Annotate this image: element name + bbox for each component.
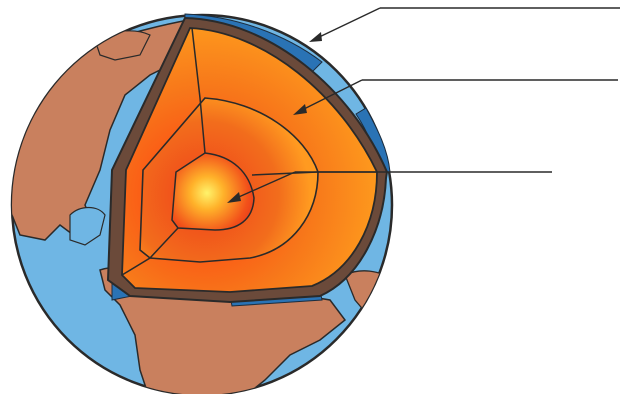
gulf-of-mexico — [69, 206, 106, 246]
callout-arrow-core — [231, 171, 296, 201]
callout-arrow-crust — [312, 7, 381, 41]
layer-inner-core — [171, 152, 255, 231]
seam-bottom-left — [121, 227, 179, 276]
arrowhead-mantle — [293, 104, 307, 115]
seam-top — [191, 27, 206, 154]
callout-arrowheads — [227, 32, 322, 203]
callout-lines — [231, 7, 620, 201]
callout-arrow-mantle — [297, 79, 363, 113]
arrowhead-core — [227, 192, 241, 203]
arrowhead-crust — [309, 32, 322, 42]
